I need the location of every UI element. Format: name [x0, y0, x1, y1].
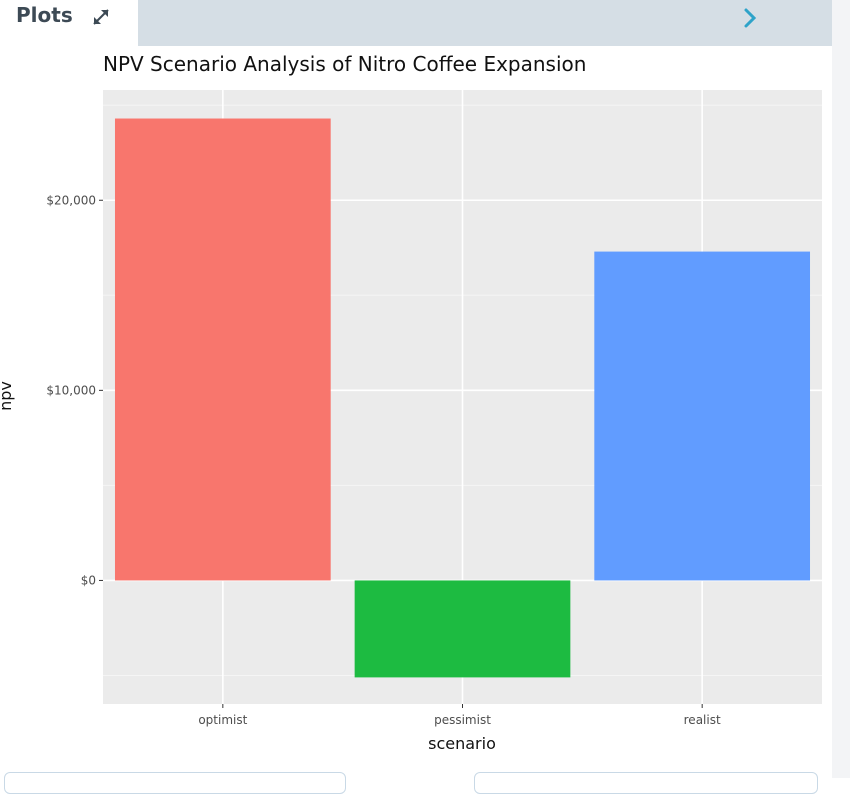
x-tick-label: optimist	[198, 713, 247, 727]
y-tick-label: $0	[81, 573, 96, 587]
bottom-panel-left	[4, 772, 346, 794]
plots-tab-title[interactable]: Plots	[16, 3, 73, 27]
x-tick-label: pessimist	[434, 713, 491, 727]
x-axis-label: scenario	[428, 734, 496, 753]
bar-pessimist	[354, 580, 571, 678]
y-tick-label: $20,000	[46, 193, 96, 207]
bar-realist	[594, 251, 811, 581]
y-tick-label: $10,000	[46, 383, 96, 397]
y-axis-label: npv	[0, 381, 15, 411]
chevron-right-icon[interactable]	[740, 6, 760, 30]
bar-optimist	[114, 118, 331, 581]
bottom-panel-right	[474, 772, 818, 794]
npv-bar-chart: NPV Scenario Analysis of Nitro Coffee Ex…	[0, 52, 822, 753]
chart-title: NPV Scenario Analysis of Nitro Coffee Ex…	[103, 52, 586, 76]
plot-toolbar	[138, 0, 832, 46]
expand-arrows-icon[interactable]	[90, 6, 112, 28]
scrollbar-track[interactable]	[832, 0, 850, 778]
x-tick-label: realist	[684, 713, 721, 727]
